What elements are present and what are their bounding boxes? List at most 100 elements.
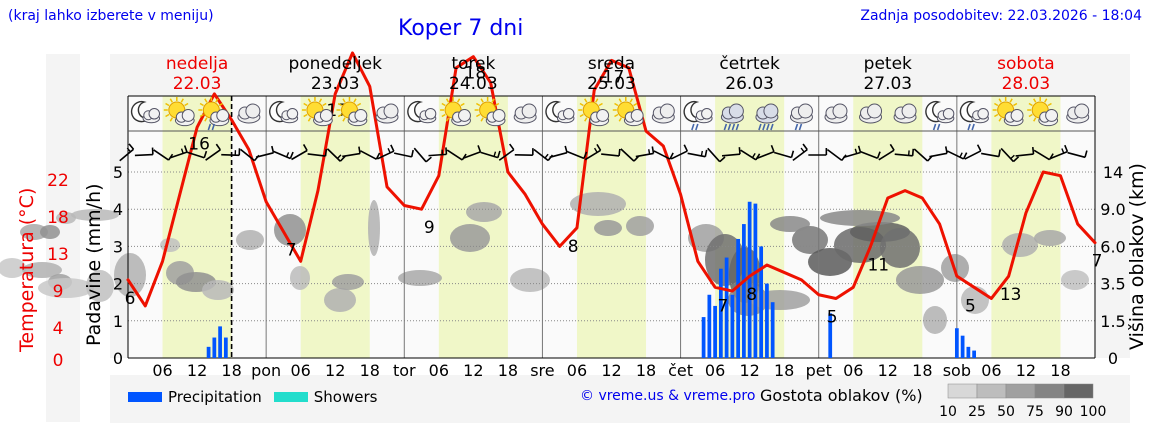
moon-cloud-icon: [130, 100, 161, 124]
cloud-puff: [942, 108, 955, 120]
cloud-axis-ticks: 0 1.5 3.5 6.0 9.0 14: [1100, 163, 1125, 368]
rain-drop: [207, 123, 212, 131]
day-date: 25.03: [587, 74, 636, 94]
wind-feather: [375, 152, 381, 160]
wind-feather: [410, 149, 414, 158]
wind-barb: [860, 151, 881, 159]
wind-feather: [1048, 153, 1054, 161]
copyright-link[interactable]: © vreme.us & vreme.pro: [580, 388, 756, 404]
wind-feather: [962, 152, 968, 160]
sun-ray: [480, 98, 484, 103]
precip-tick: 1: [113, 312, 123, 331]
sun-cloud-icon: [578, 97, 610, 127]
page-title: Koper 7 dni: [398, 16, 524, 41]
cloud-heavy-rain-icon: [755, 103, 779, 131]
wind-feather: [203, 150, 208, 159]
wind-feather: [1064, 144, 1069, 152]
temp-tick: 4: [53, 319, 64, 339]
wind-barb: [584, 143, 602, 161]
wind-shaft: [119, 148, 135, 162]
hour-tick: 18: [774, 361, 794, 380]
rain-drop: [936, 123, 941, 131]
wind-shaft: [342, 152, 361, 158]
sun-ray: [337, 113, 343, 118]
wind-barb: [601, 148, 621, 157]
precipitation-axis-title: Padavine (mm/h): [83, 183, 105, 346]
sun-ray: [445, 98, 450, 103]
temperature-label: 5: [827, 307, 838, 327]
cloud-height-tick: 3.5: [1100, 275, 1125, 294]
hour-tick: 18: [360, 361, 380, 380]
day-name: sreda: [588, 54, 635, 74]
precip-tick: 4: [113, 200, 123, 219]
precip-bar: [206, 346, 211, 358]
wind-shaft: [326, 148, 341, 162]
wind-barb: [307, 149, 328, 157]
rain-drop: [723, 123, 728, 131]
wind-shaft: [533, 148, 549, 162]
temp-tick: 9: [53, 282, 64, 302]
moon-cloud-rain-icon: [683, 100, 713, 131]
sun-ray: [199, 113, 204, 118]
cloud-blob: [450, 224, 490, 252]
precip-bar: [736, 238, 741, 358]
wind-feather: [493, 151, 497, 157]
wind-barb: [413, 147, 432, 163]
day-date: 24.03: [449, 74, 498, 94]
wind-shaft: [687, 152, 706, 158]
daylight-band: [991, 96, 1061, 358]
temp-tick: 18: [47, 208, 69, 228]
wind-feather: [128, 143, 135, 150]
density-value: 90: [1055, 404, 1073, 420]
density-value: 50: [997, 404, 1015, 420]
precip-bar: [747, 201, 752, 358]
wind-feather: [583, 151, 588, 159]
wind-feather: [387, 148, 391, 154]
wind-shaft: [498, 149, 515, 161]
day-date: 28.03: [1002, 74, 1051, 94]
cloud-density-legend: 10 25 50 75 90 100: [939, 383, 1106, 420]
sun-ray: [495, 102, 500, 107]
wind-barb: [119, 143, 135, 162]
density-value: 25: [968, 404, 986, 420]
precip-bar: [966, 346, 971, 358]
day-abbr: pon: [251, 361, 281, 380]
hour-tick: 06: [567, 361, 587, 380]
wind-feather: [271, 145, 275, 154]
day-date: 23.03: [311, 74, 360, 94]
cloud-blob: [820, 210, 900, 226]
wind-barb: [273, 150, 294, 160]
sun-ray: [441, 102, 446, 107]
wind-shaft: [707, 147, 721, 163]
wind-feather: [1012, 156, 1020, 163]
wind-feather: [1031, 147, 1035, 155]
cloud-puff: [286, 108, 299, 120]
wind-barb: [687, 149, 708, 158]
wind-feather: [618, 148, 621, 157]
wind-feather: [126, 147, 132, 153]
wind-shaft: [377, 150, 395, 160]
wind-feather: [683, 144, 689, 152]
wind-feather: [648, 149, 651, 155]
hour-tick: 06: [843, 361, 863, 380]
cloud-blob: [570, 192, 626, 216]
hour-tick: 12: [739, 361, 759, 380]
sun-cloud-icon: [1027, 97, 1059, 127]
cloud-blob: [274, 214, 306, 246]
wind-shaft: [413, 147, 427, 163]
wind-barb: [1033, 149, 1054, 161]
city-menu-hint[interactable]: (kraj lahko izberete v meniju): [8, 8, 214, 24]
legend-precipitation: Precipitation: [168, 388, 262, 406]
sun-cloud-icon: [336, 97, 368, 127]
hour-tick: 18: [1050, 361, 1070, 380]
wind-feather: [1061, 148, 1065, 154]
day-separators: [265, 96, 958, 358]
wind-feather: [911, 148, 915, 156]
sun-ray: [218, 102, 223, 107]
rain-drop: [727, 123, 732, 131]
temperature-label: 17: [603, 67, 625, 87]
hour-tick: 18: [498, 361, 518, 380]
wind-feather: [770, 144, 775, 153]
daylight-band: [300, 96, 370, 358]
